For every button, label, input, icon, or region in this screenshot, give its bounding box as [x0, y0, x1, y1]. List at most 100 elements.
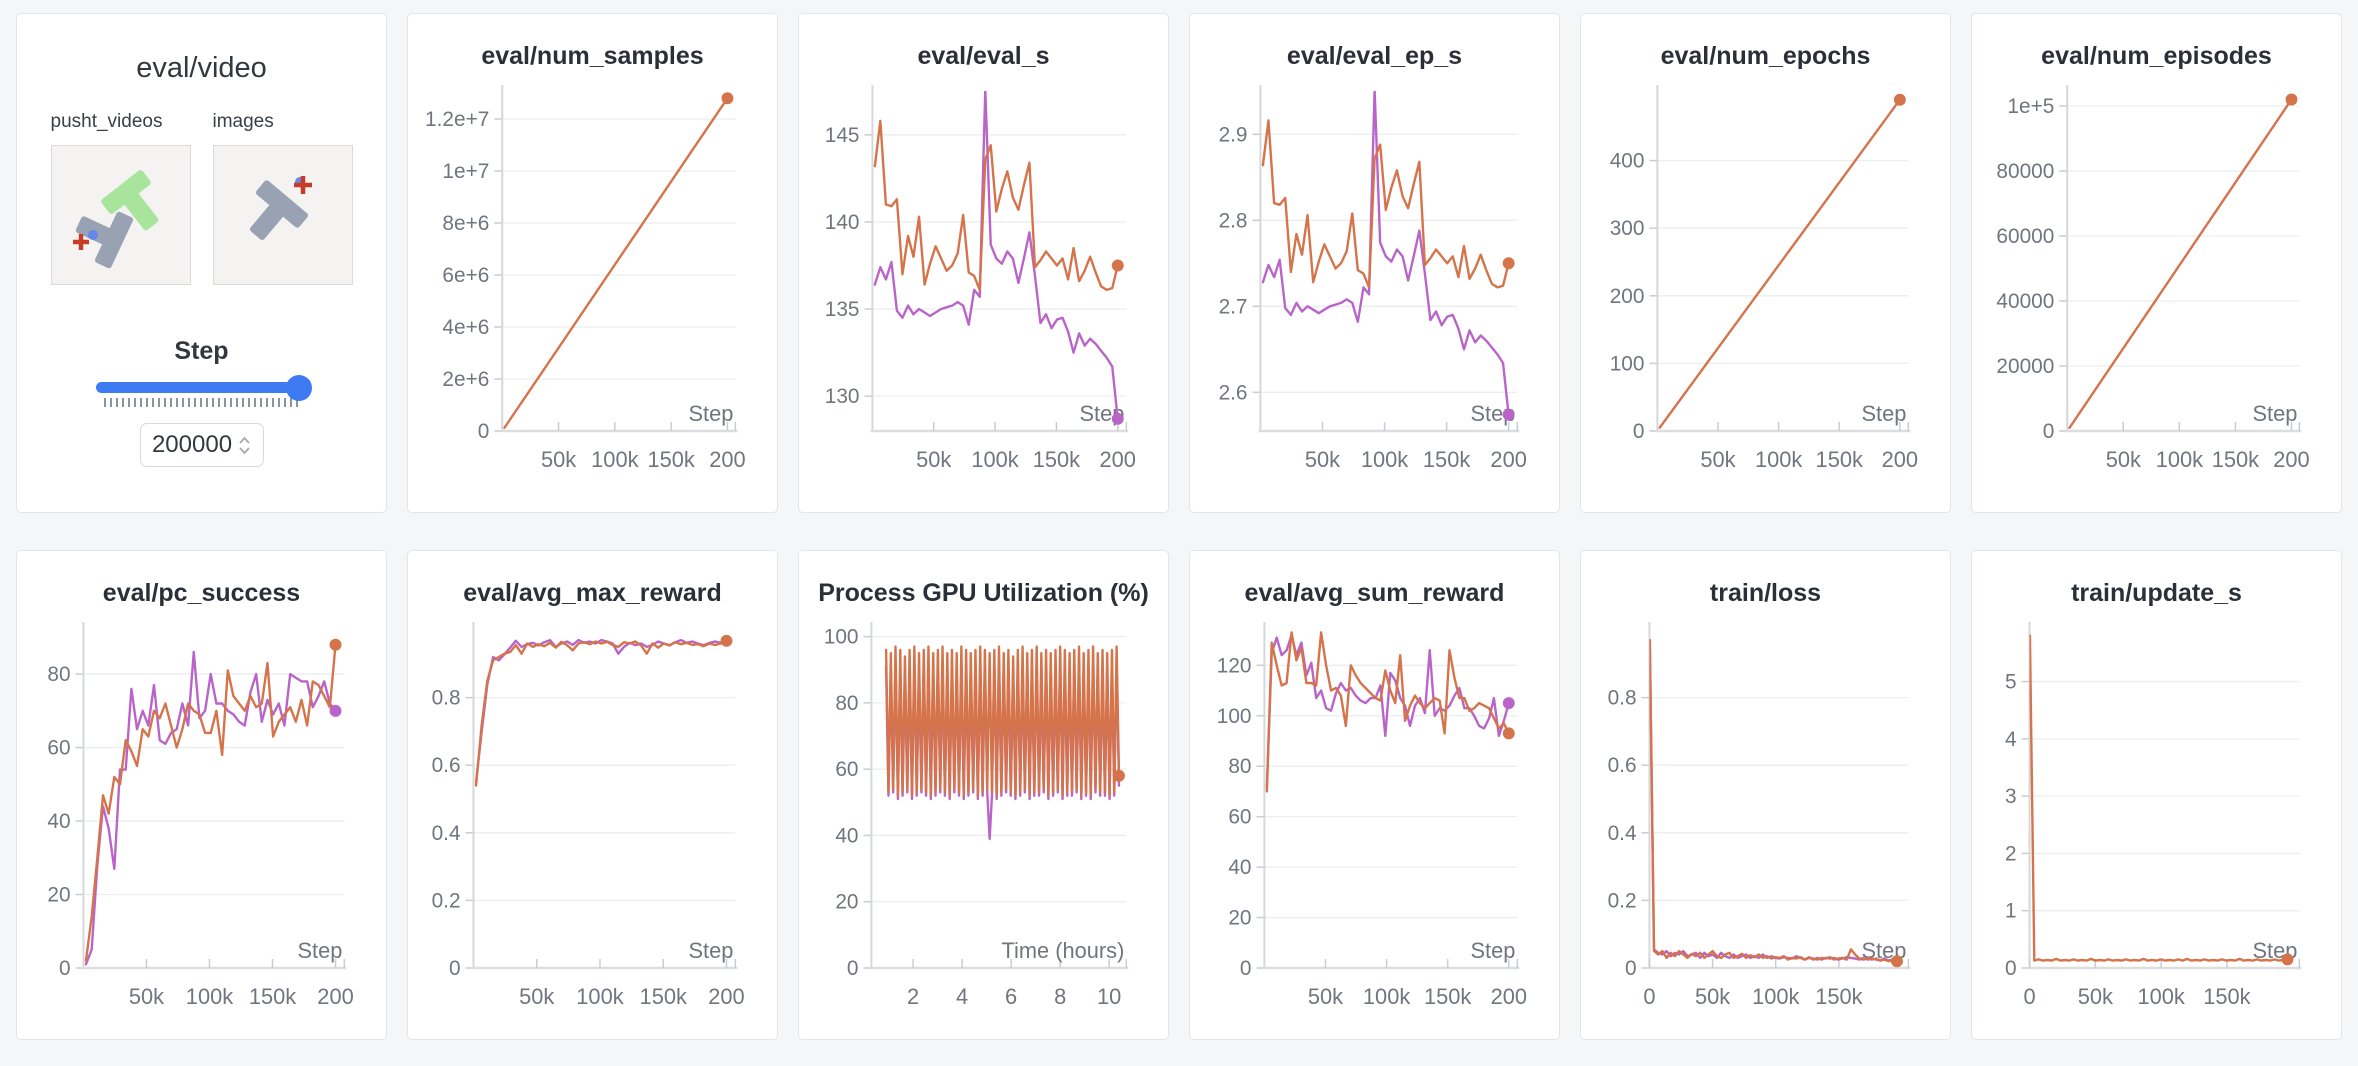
svg-text:50k: 50k: [2078, 984, 2113, 1009]
svg-text:0: 0: [1633, 420, 1645, 443]
pusht-video-thumbnail[interactable]: [50, 145, 191, 285]
svg-text:200: 200: [317, 984, 353, 1009]
svg-text:40: 40: [47, 810, 70, 833]
chart-title: eval/avg_max_reward: [463, 579, 722, 607]
svg-text:0: 0: [478, 420, 490, 443]
svg-text:200: 200: [1100, 447, 1136, 472]
chart-panel-train-update-s: train/update_s 0 1 2 3 4 5 0 50k 100k 150k Step: [1971, 550, 2342, 1040]
svg-text:2.8: 2.8: [1219, 209, 1248, 232]
svg-text:60: 60: [1228, 806, 1251, 829]
svg-text:100k: 100k: [2137, 984, 2184, 1009]
svg-text:10: 10: [1097, 984, 1121, 1009]
svg-text:0: 0: [59, 957, 71, 980]
chart-title: train/update_s: [2071, 579, 2242, 607]
chart-title: eval/avg_sum_reward: [1244, 579, 1505, 607]
step-slider-label: Step: [174, 337, 229, 365]
svg-text:1: 1: [2005, 900, 2017, 923]
svg-text:0: 0: [2043, 420, 2055, 443]
svg-text:80000: 80000: [1996, 160, 2054, 183]
svg-text:50k: 50k: [1308, 984, 1343, 1009]
svg-text:6: 6: [1005, 984, 1017, 1009]
svg-text:150k: 150k: [1423, 447, 1470, 472]
svg-text:4: 4: [956, 984, 968, 1009]
goal-cross: [293, 176, 312, 194]
goal-cross: [72, 234, 89, 250]
svg-text:2: 2: [907, 984, 919, 1009]
svg-text:100k: 100k: [1755, 447, 1802, 472]
chart-canvas[interactable]: 0 20 40 60 80 50k 100k 150k 200 Step: [17, 610, 386, 1035]
chart-canvas[interactable]: 0 0.2 0.4 0.6 0.8 0 50k 100k 150k Step: [1581, 610, 1950, 1035]
svg-text:0.4: 0.4: [1608, 822, 1637, 845]
svg-text:40: 40: [835, 824, 858, 847]
svg-text:8e+6: 8e+6: [442, 212, 489, 235]
chart-canvas[interactable]: 0 20 40 60 80 100 120 50k 100k 150k 200 Step: [1190, 610, 1559, 1035]
svg-text:20: 20: [47, 883, 70, 906]
svg-text:100k: 100k: [186, 984, 233, 1009]
svg-text:140: 140: [825, 211, 860, 234]
chart-canvas[interactable]: 0 2e+6 4e+6 6e+6 8e+6 1e+7 1.2e+7 50k 100k 150k 20…: [408, 73, 777, 498]
chart-canvas[interactable]: 2.6 2.7 2.8 2.9 50k 100k 150k 200 Step: [1190, 73, 1559, 498]
svg-text:1e+7: 1e+7: [442, 160, 489, 183]
step-input[interactable]: 200000: [139, 423, 264, 467]
chart-title: eval/pc_success: [102, 579, 301, 607]
svg-text:200: 200: [1490, 447, 1526, 472]
step-value[interactable]: 200000: [151, 431, 233, 458]
svg-text:50k: 50k: [129, 984, 164, 1009]
chart-title: eval/eval_s: [917, 42, 1050, 70]
svg-text:200: 200: [709, 447, 745, 472]
media-row: pusht_videos: [17, 111, 386, 285]
svg-text:200: 200: [1882, 447, 1918, 472]
svg-text:Step: Step: [688, 401, 733, 426]
svg-text:100k: 100k: [1361, 447, 1408, 472]
svg-text:40000: 40000: [1996, 290, 2054, 313]
svg-text:0: 0: [2005, 957, 2017, 980]
svg-text:200: 200: [708, 984, 744, 1009]
chart-canvas[interactable]: 0 20 40 60 80 100 2 4 6 8 10 Time (hours): [799, 610, 1168, 1035]
chart-title: eval/eval_ep_s: [1286, 42, 1463, 70]
svg-text:4e+6: 4e+6: [442, 316, 489, 339]
svg-text:100: 100: [1610, 352, 1645, 375]
svg-text:Step: Step: [1470, 938, 1515, 963]
svg-text:Step: Step: [1861, 401, 1906, 426]
svg-text:2.9: 2.9: [1219, 123, 1248, 146]
svg-text:0: 0: [1625, 957, 1637, 980]
stepper-up-icon[interactable]: [238, 436, 251, 445]
step-slider[interactable]: [95, 374, 312, 401]
svg-text:Time (hours): Time (hours): [1002, 938, 1125, 963]
media-panel-title: eval/video: [136, 52, 267, 84]
svg-text:100k: 100k: [971, 447, 1018, 472]
images-thumbnail[interactable]: [212, 145, 353, 285]
svg-text:60000: 60000: [1996, 225, 2054, 248]
svg-text:Step: Step: [688, 938, 733, 963]
stepper-icons: [238, 436, 251, 455]
pusht-image: [249, 176, 312, 240]
svg-text:200: 200: [1491, 984, 1527, 1009]
svg-text:0: 0: [1643, 984, 1655, 1009]
chart-title: eval/num_samples: [481, 42, 704, 70]
chart-canvas[interactable]: 0 100 200 300 400 50k 100k 150k 200 Step: [1581, 73, 1950, 498]
chart-panel-pc-success: eval/pc_success 0 20 40 60 80 50k 100k 150k 200 S…: [16, 550, 387, 1040]
chart-title: eval/num_episodes: [2041, 42, 2272, 70]
svg-text:150k: 150k: [1815, 984, 1862, 1009]
svg-text:1e+5: 1e+5: [2007, 95, 2054, 118]
svg-text:300: 300: [1610, 217, 1645, 240]
chart-canvas[interactable]: 0 20000 40000 60000 80000 1e+5 50k 100k 150k 200 S…: [1972, 73, 2341, 498]
svg-text:120: 120: [1217, 654, 1252, 677]
agent-dot: [87, 230, 98, 240]
stepper-down-icon[interactable]: [238, 446, 251, 455]
slider-thumb-icon[interactable]: [285, 374, 312, 401]
svg-text:1.2e+7: 1.2e+7: [425, 108, 489, 131]
chart-canvas[interactable]: 0 0.2 0.4 0.6 0.8 50k 100k 150k 200 Step: [408, 610, 777, 1035]
chart-canvas[interactable]: 0 1 2 3 4 5 0 50k 100k 150k Step: [1972, 610, 2341, 1035]
chart-panel-eval-ep-s: eval/eval_ep_s 2.6 2.7 2.8 2.9 50k 100k 150k 20…: [1189, 13, 1560, 513]
svg-text:50k: 50k: [541, 447, 576, 472]
svg-text:200: 200: [2273, 447, 2309, 472]
svg-text:150k: 150k: [1033, 447, 1080, 472]
svg-text:400: 400: [1610, 150, 1645, 173]
svg-text:200: 200: [1610, 285, 1645, 308]
chart-panel-num-epochs: eval/num_epochs 0 100 200 300 400 50k 100k 150k…: [1580, 13, 1951, 513]
chart-canvas[interactable]: 130 135 140 145 50k 100k 150k 200 Step: [799, 73, 1168, 498]
svg-text:60: 60: [835, 758, 858, 781]
svg-text:50k: 50k: [916, 447, 951, 472]
